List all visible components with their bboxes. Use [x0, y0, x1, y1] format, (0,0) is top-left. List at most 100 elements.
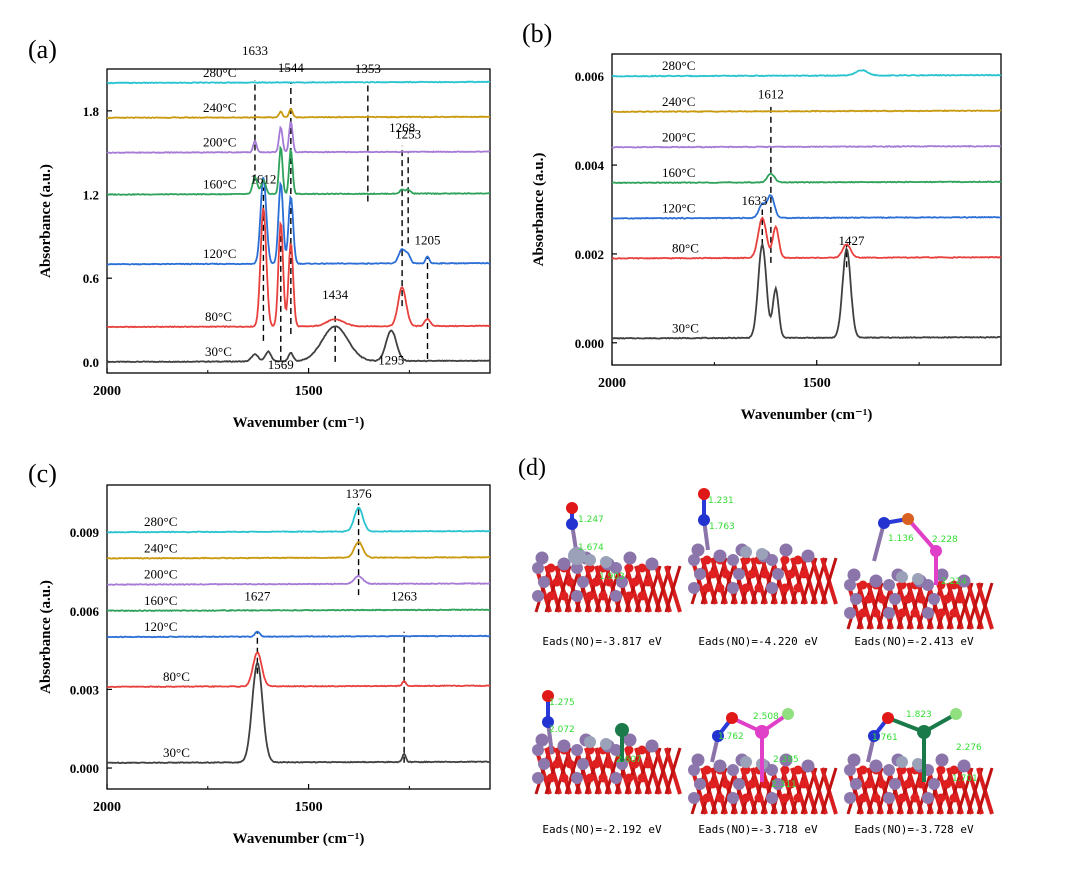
oxygen-atom: [542, 690, 554, 702]
oxygen-atom: [637, 745, 647, 755]
oxygen-atom: [780, 765, 790, 775]
x-tick-label: 1500: [295, 800, 323, 815]
bond-distance-label: 2.508: [753, 712, 779, 722]
oxygen-atom: [877, 594, 887, 604]
dopant-atom: [930, 545, 942, 557]
metal-atom: [694, 778, 706, 790]
y-axis-label: Absorbance (a.u.): [38, 580, 54, 694]
peak-annotation: 1427: [839, 233, 866, 248]
chart-panel-b: 2000 1500 0.000 0.002 0.004 0.006 Wavenumber (…: [531, 53, 1002, 423]
bond-distance-label: 1.823: [906, 710, 932, 720]
metal-atom: [571, 744, 583, 756]
x-tick-label: 2000: [598, 376, 626, 391]
x-axis-label: Wavenumber (cm⁻¹): [741, 407, 873, 423]
series-line-120c: [611, 194, 1002, 220]
oxygen-atom: [897, 765, 907, 775]
oxygen-atom: [624, 563, 634, 573]
x-axis-label: Wavenumber (cm⁻¹): [233, 415, 365, 431]
metal-atom: [616, 576, 628, 588]
series-label: 80°C: [672, 240, 699, 255]
metal-atom: [889, 593, 901, 605]
oxygen-atom: [741, 793, 751, 803]
series-line-200c: [106, 120, 491, 155]
structure-cell: 1.136 2.228 2.224: [844, 513, 994, 630]
metal-atom: [610, 590, 622, 602]
bond: [872, 522, 886, 562]
lattice-bond: [820, 767, 838, 815]
metal-atom: [883, 607, 895, 619]
adsorption-energy-label: Eads(NO)=-2.192 eV: [542, 823, 662, 836]
series-line-120c: [107, 176, 491, 266]
oxygen-atom: [793, 555, 803, 565]
metal-atom: [766, 582, 778, 594]
metal-atom: [869, 574, 883, 588]
series-label: 240°C: [662, 94, 695, 109]
x-axis-label: Wavenumber (cm⁻¹): [233, 831, 365, 847]
adsorption-energy-label: Eads(NO)=-4.220 eV: [698, 635, 818, 648]
oxygen-atom: [916, 594, 926, 604]
oxygen-atom: [624, 773, 634, 783]
metal-atom: [779, 753, 793, 767]
oxygen-atom: [949, 580, 959, 590]
oxygen-atom: [799, 569, 809, 579]
oxygen-atom: [903, 779, 913, 789]
series-line-80c: [106, 651, 491, 689]
oxygen-atom: [630, 577, 640, 587]
metal-atom: [610, 772, 622, 784]
series-label: 160°C: [662, 165, 695, 180]
metal-atom: [869, 759, 883, 773]
oxygen-atom: [882, 712, 894, 724]
oxygen-atom: [721, 779, 731, 789]
oxygen-atom: [793, 765, 803, 775]
peak-annotation: 1633: [242, 43, 268, 58]
metal-atom: [623, 551, 637, 565]
metal-atom: [928, 593, 940, 605]
oxygen-atom: [565, 759, 575, 769]
oxygen-atom: [780, 583, 790, 593]
oxygen-atom: [585, 591, 595, 601]
adsorption-energy-label: Eads(NO)=-2.413 eV: [854, 635, 974, 648]
oxygen-atom: [754, 583, 764, 593]
series-label: 240°C: [203, 100, 236, 115]
oxygen-atom: [702, 555, 712, 565]
structure-cell: 1.762 2.508 2.285 2.311: [688, 708, 838, 815]
bond-distance-label: 2.311: [771, 780, 797, 790]
oxygen-atom: [871, 793, 881, 803]
peak-annotation: 1612: [250, 171, 276, 186]
oxygen-atom: [552, 577, 562, 587]
y-axis-label: Absorbance (a.u.): [38, 164, 54, 278]
structure-cell: 1.275 2.072 2.607: [532, 690, 682, 795]
chart-panel-c: 2000 1500 0.000 0.003 0.006 0.009 Wavenumber (…: [38, 484, 491, 847]
oxygen-atom: [566, 502, 578, 514]
surface-atom: [912, 573, 924, 585]
metal-atom: [645, 557, 659, 571]
series-line-120c: [106, 630, 491, 639]
panel-label-c: (c): [28, 459, 57, 488]
oxygen-atom: [565, 577, 575, 587]
oxygen-atom: [936, 608, 946, 618]
structure-cell: 1.247 1.674 1.903: [532, 502, 682, 613]
metal-atom: [713, 549, 727, 563]
oxygen-atom: [715, 793, 725, 803]
dopant-atom: [917, 725, 931, 739]
oxygen-atom: [726, 712, 738, 724]
peak-annotation: 1253: [395, 127, 421, 142]
series-line-280c: [106, 506, 491, 534]
series-label: 120°C: [203, 246, 236, 261]
bond-distance-label: 2.285: [773, 755, 799, 765]
surface-atom: [568, 547, 586, 565]
oxygen-atom: [643, 759, 653, 769]
metal-atom: [688, 764, 700, 776]
metal-atom: [847, 753, 861, 767]
nitrogen-atom: [868, 730, 880, 742]
oxygen-atom: [708, 569, 718, 579]
metal-atom: [957, 574, 971, 588]
surface-atom: [896, 756, 908, 768]
series-line-30c: [106, 325, 491, 364]
bond-distance-label: 1.231: [708, 496, 734, 506]
panel-label-b: (b): [522, 19, 552, 48]
metal-atom: [532, 744, 544, 756]
oxygen-atom: [936, 580, 946, 590]
nitrogen-atom: [712, 730, 724, 742]
metal-atom: [688, 554, 700, 566]
